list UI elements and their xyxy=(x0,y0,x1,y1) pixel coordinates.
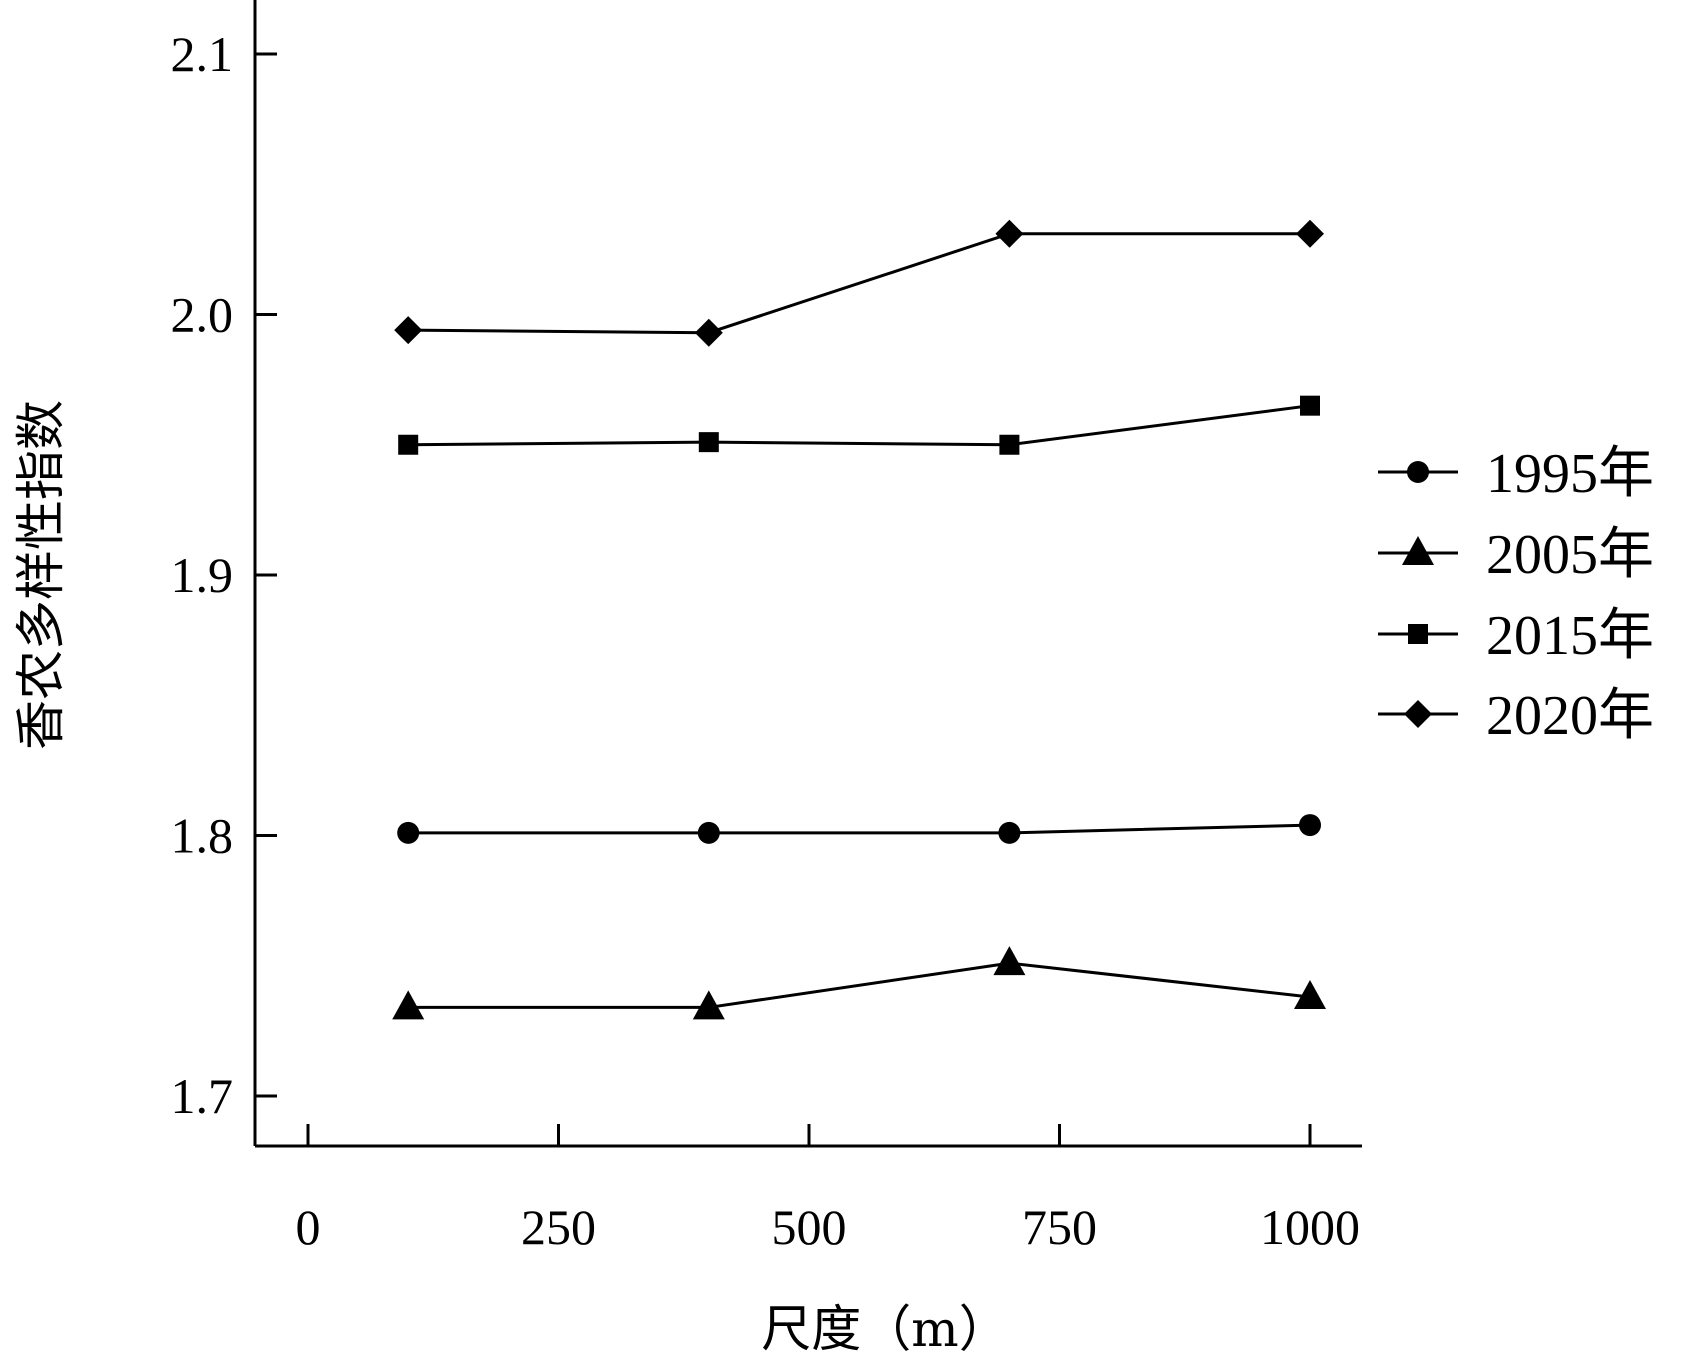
data-point xyxy=(998,821,1021,844)
y-tick-label: 2.1 xyxy=(171,26,234,82)
series-2 xyxy=(392,946,1326,1020)
x-ticks: 0 250 500 750 1000 xyxy=(296,1124,1360,1255)
y-tick-label: 1.9 xyxy=(171,547,234,603)
legend-marker xyxy=(1402,536,1434,565)
data-point xyxy=(694,318,723,347)
legend-item: 2015年 xyxy=(1378,605,1654,667)
series-line xyxy=(408,404,1311,447)
legend-label: 2020年 xyxy=(1486,685,1654,747)
y-tick-label: 1.8 xyxy=(171,808,234,864)
data-point xyxy=(993,946,1026,976)
data-point xyxy=(397,821,420,844)
data-point xyxy=(1296,219,1324,248)
data-point xyxy=(995,219,1024,248)
x-tick-label: 500 xyxy=(772,1199,847,1255)
y-tick-label: 2.0 xyxy=(171,287,234,343)
y-tick-label: 1.7 xyxy=(171,1068,234,1124)
axes xyxy=(253,0,1362,1148)
legend: 1995年 2005年 2015年 2020年 xyxy=(1378,443,1654,747)
legend-marker xyxy=(1408,624,1428,644)
data-point xyxy=(394,316,423,345)
data-point xyxy=(1294,980,1326,1010)
series-1 xyxy=(397,814,1321,844)
x-tick-label: 750 xyxy=(1022,1199,1097,1255)
legend-item: 1995年 xyxy=(1378,443,1654,505)
x-axis-title: 尺度（m） xyxy=(761,1300,1008,1358)
data-point xyxy=(692,990,725,1020)
legend-label: 1995年 xyxy=(1486,443,1654,505)
series-line xyxy=(408,823,1311,835)
y-axis-title: 香农多样性指数 xyxy=(12,400,70,750)
data-point xyxy=(398,434,419,455)
x-tick-label: 250 xyxy=(521,1199,596,1255)
y-ticks: 1.7 1.8 1.9 2.0 2.1 xyxy=(171,26,277,1124)
series-4 xyxy=(394,219,1324,347)
data-point xyxy=(392,990,425,1020)
data-point xyxy=(698,432,719,453)
data-point xyxy=(1300,395,1320,416)
legend-item: 2005年 xyxy=(1378,524,1654,586)
legend-item: 2020年 xyxy=(1378,685,1654,747)
x-tick-label: 0 xyxy=(296,1199,321,1255)
data-point xyxy=(1299,814,1321,837)
series-line xyxy=(408,232,1310,335)
series-line xyxy=(408,961,1311,1009)
data-point xyxy=(697,821,720,844)
legend-label: 2015年 xyxy=(1486,605,1654,667)
data-point xyxy=(999,434,1020,455)
legend-marker xyxy=(1407,461,1429,483)
legend-label: 2005年 xyxy=(1486,524,1654,586)
series-group xyxy=(392,219,1326,1020)
series-3 xyxy=(398,395,1320,455)
x-tick-label: 1000 xyxy=(1260,1199,1360,1255)
legend-marker xyxy=(1404,700,1432,728)
